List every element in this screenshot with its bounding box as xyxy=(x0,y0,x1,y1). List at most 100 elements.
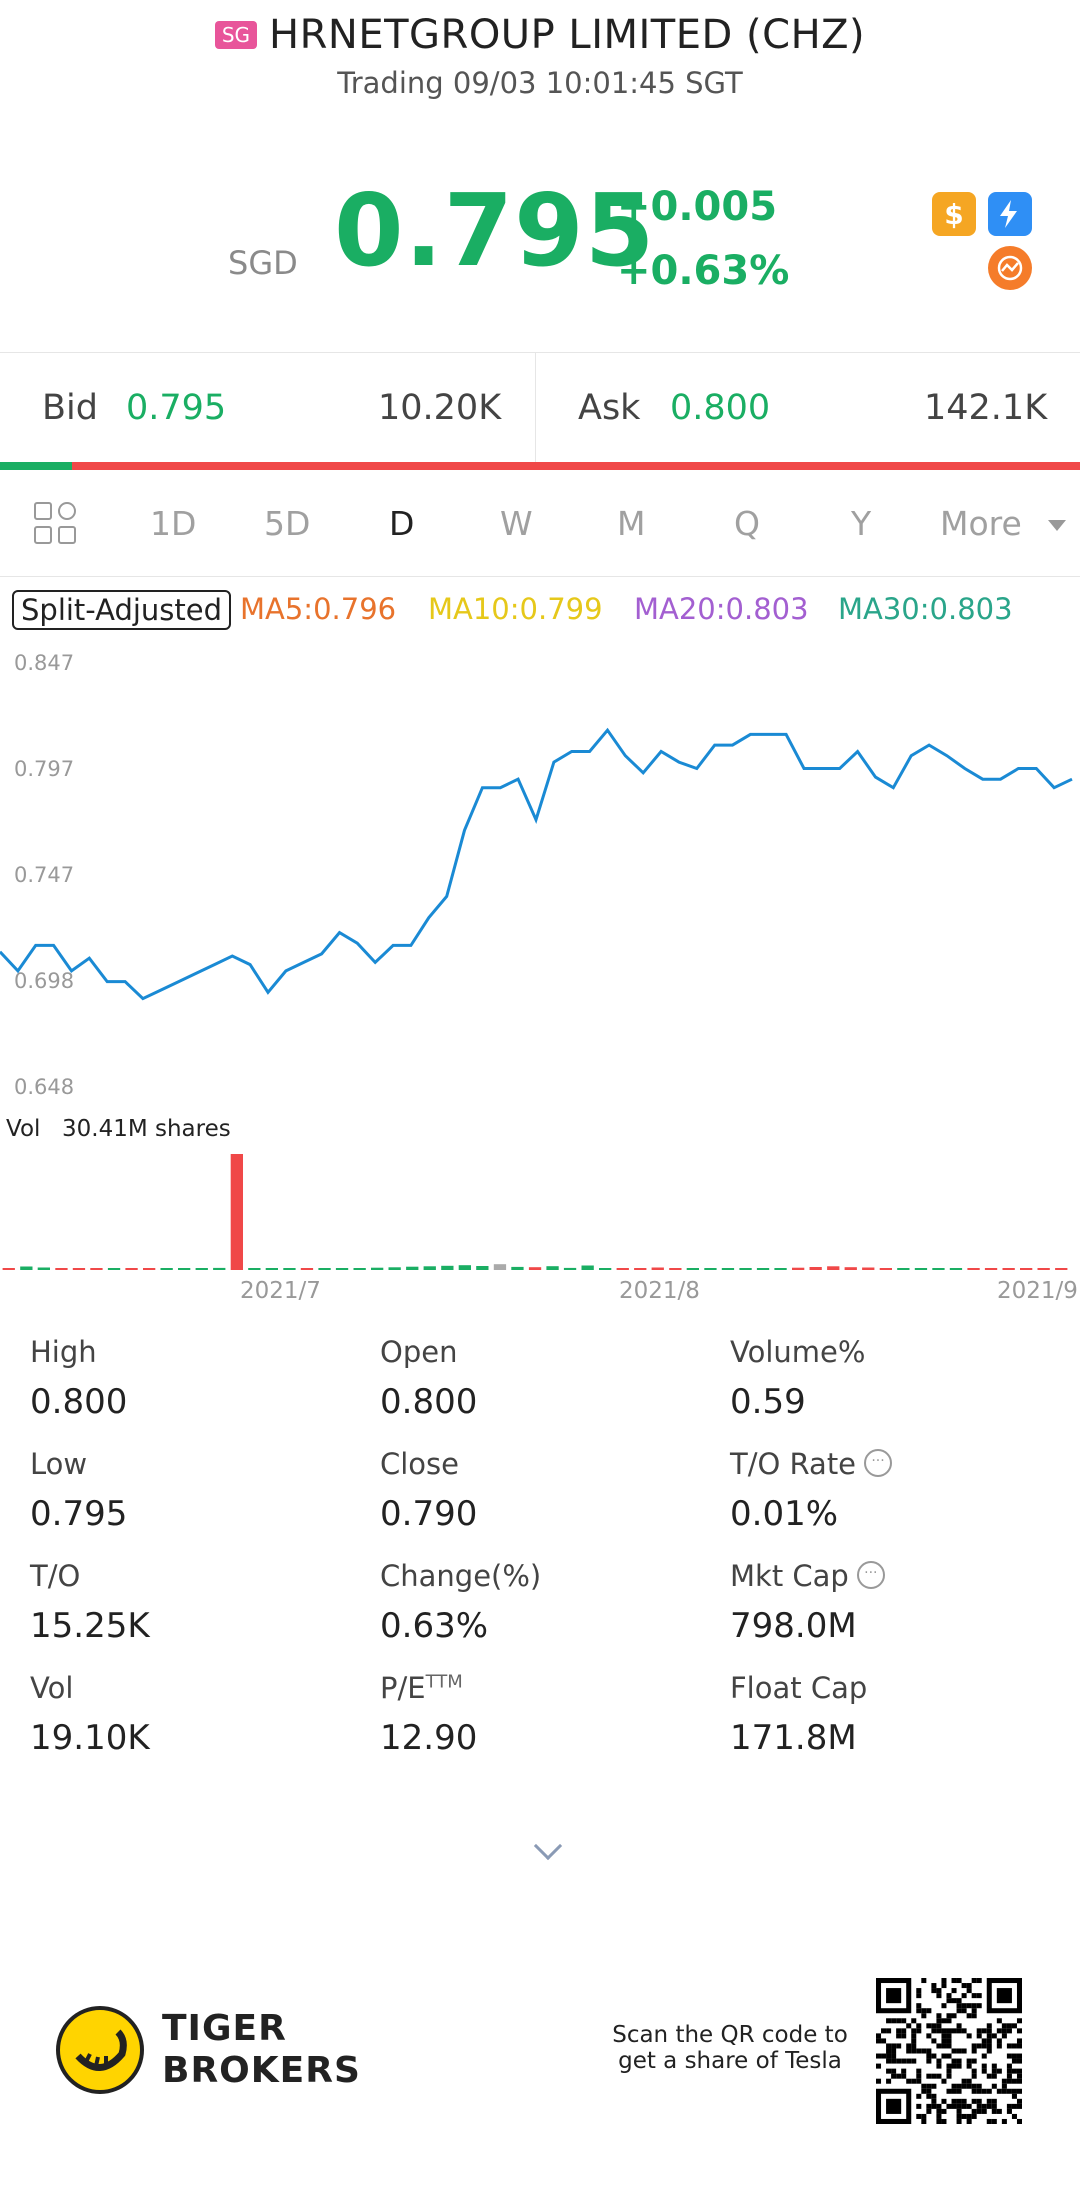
stat-value-float-cap: 171.8M xyxy=(730,1718,857,1758)
x-tick-label: 2021/8 xyxy=(619,1278,700,1304)
tab-w[interactable]: W xyxy=(500,504,533,543)
price-chart[interactable]: 0.847 0.797 0.747 0.698 0.648 xyxy=(0,640,1080,1110)
stat-value-high: 0.800 xyxy=(30,1382,128,1422)
stat-value-low: 0.795 xyxy=(30,1494,128,1534)
stock-title: HRNETGROUP LIMITED (CHZ) xyxy=(269,12,866,58)
more-info-icon[interactable]: ··· xyxy=(864,1449,893,1477)
qr-code xyxy=(876,1978,1022,2124)
volume-bar xyxy=(125,1268,138,1270)
y-tick-label: 0.847 xyxy=(14,651,74,675)
stat-label-low: Low xyxy=(30,1447,88,1481)
stat-value-volume-pct: 0.59 xyxy=(730,1382,806,1422)
volume-bar xyxy=(248,1268,261,1270)
stat-label-mkt-cap: Mkt Cap ··· xyxy=(730,1559,885,1593)
volume-bar xyxy=(178,1268,191,1270)
ma30-value: MA30:0.803 xyxy=(838,592,1013,626)
scan-text-line1: Scan the QR code to xyxy=(612,2022,848,2048)
scan-text-line2: get a share of Tesla xyxy=(618,2048,842,2074)
volume-bar xyxy=(458,1265,471,1270)
volume-bar xyxy=(90,1268,103,1270)
x-tick-label: 2021/9 xyxy=(997,1278,1078,1304)
brand-name-line2: BROKERS xyxy=(162,2050,361,2091)
market-badge: SG xyxy=(214,21,258,49)
quote-header: SG HRNETGROUP LIMITED (CHZ) Trading 09/0… xyxy=(0,0,1080,120)
split-adjusted-button[interactable]: Split-Adjusted xyxy=(12,590,232,630)
volume-bar xyxy=(1037,1268,1050,1270)
bid-volume: 10.20K xyxy=(378,388,502,428)
volume-bar xyxy=(774,1268,787,1270)
volume-bar xyxy=(581,1265,594,1270)
more-info-icon[interactable]: ··· xyxy=(856,1561,885,1589)
chevron-down-icon[interactable] xyxy=(1048,520,1066,531)
volume-bar xyxy=(827,1266,840,1270)
stat-value-pe: 12.90 xyxy=(380,1718,478,1758)
volume-bar xyxy=(476,1266,489,1270)
volume-bar xyxy=(756,1268,770,1270)
tab-y[interactable]: Y xyxy=(851,504,872,543)
volume-bar xyxy=(388,1267,401,1270)
stat-value-vol: 19.10K xyxy=(30,1718,150,1758)
volume-bar xyxy=(493,1264,507,1270)
volume-bar xyxy=(353,1268,366,1270)
tab-d[interactable]: D xyxy=(389,504,415,543)
tab-5d[interactable]: 5D xyxy=(264,504,311,543)
tab-1d[interactable]: 1D xyxy=(150,504,197,543)
rotate-chart-icon[interactable] xyxy=(988,246,1032,290)
volume-bar xyxy=(195,1268,208,1270)
stat-value-to-rate: 0.01% xyxy=(730,1494,839,1534)
volume-bar xyxy=(932,1268,945,1270)
volume-bar xyxy=(318,1268,331,1270)
volume-bar xyxy=(371,1267,384,1270)
tab-m[interactable]: M xyxy=(617,504,646,543)
tab-q[interactable]: Q xyxy=(734,504,760,543)
stat-label-pe-text: P/E xyxy=(380,1671,426,1705)
volume-bar xyxy=(984,1268,998,1270)
volume-bar xyxy=(616,1268,629,1270)
volume-bar xyxy=(879,1268,892,1270)
volume-chart[interactable] xyxy=(0,1150,1080,1274)
volume-bar xyxy=(1002,1268,1015,1270)
period-tabs: 1D 5D D W M Q Y More xyxy=(0,490,1080,560)
stat-label-to-rate: T/O Rate ··· xyxy=(730,1447,893,1481)
divider xyxy=(0,352,1080,353)
stat-label-high: High xyxy=(30,1335,97,1369)
volume-bar xyxy=(809,1267,822,1270)
layout-grid-icon[interactable] xyxy=(34,502,78,546)
bid-ask-separator xyxy=(535,352,536,462)
stat-label-vol: Vol xyxy=(30,1671,74,1705)
stat-value-to: 15.25K xyxy=(30,1606,150,1646)
bid-price: 0.795 xyxy=(126,388,227,428)
volume-bar xyxy=(844,1267,857,1270)
volume-bar xyxy=(283,1268,296,1270)
tab-more[interactable]: More xyxy=(940,504,1022,543)
volume-bar xyxy=(511,1266,524,1270)
ma5-value: MA5:0.796 xyxy=(240,592,397,626)
volume-bar xyxy=(300,1268,314,1270)
ma20-value: MA20:0.803 xyxy=(634,592,809,626)
trading-status: Trading 09/03 10:01:45 SGT xyxy=(337,66,743,100)
volume-bar xyxy=(949,1268,963,1270)
stat-label-float-cap: Float Cap xyxy=(730,1671,868,1705)
stat-label-volume-pct: Volume% xyxy=(730,1335,866,1369)
volume-bar xyxy=(1055,1268,1068,1270)
volume-bar xyxy=(651,1267,664,1270)
expand-chevron-icon[interactable] xyxy=(533,1831,563,1861)
dollar-icon[interactable]: $ xyxy=(932,192,976,236)
price-change-percent: +0.63% xyxy=(617,248,790,294)
indicator-row: Split-Adjusted MA5:0.796 MA10:0.799 MA20… xyxy=(0,588,1080,632)
volume-bar xyxy=(55,1268,68,1270)
volume-bar xyxy=(704,1268,717,1270)
price-line xyxy=(0,727,1073,1001)
flash-level1-icon[interactable] xyxy=(988,192,1032,236)
stat-value-open: 0.800 xyxy=(380,1382,478,1422)
volume-bar xyxy=(441,1265,454,1270)
volume-bar xyxy=(914,1268,928,1270)
volume-bar xyxy=(599,1268,612,1270)
price-change: +0.005 xyxy=(617,184,778,230)
tiger-logo-icon xyxy=(56,2006,144,2094)
ask-volume: 142.1K xyxy=(924,388,1048,428)
brand-name-line1: TIGER xyxy=(162,2008,287,2049)
volume-bar xyxy=(2,1268,15,1270)
volume-bar xyxy=(897,1268,910,1270)
volume-bar xyxy=(230,1154,243,1270)
